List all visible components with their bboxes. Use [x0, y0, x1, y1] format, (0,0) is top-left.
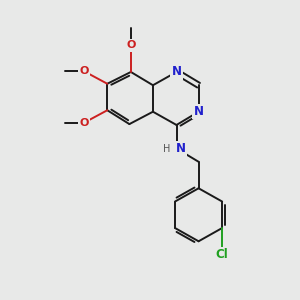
Text: N: N [194, 105, 204, 118]
Text: H: H [163, 143, 170, 154]
Text: Cl: Cl [216, 248, 229, 261]
Text: O: O [126, 40, 136, 50]
Text: N: N [172, 65, 182, 79]
Text: O: O [79, 66, 88, 76]
Text: N: N [176, 142, 186, 155]
Text: O: O [79, 118, 88, 128]
